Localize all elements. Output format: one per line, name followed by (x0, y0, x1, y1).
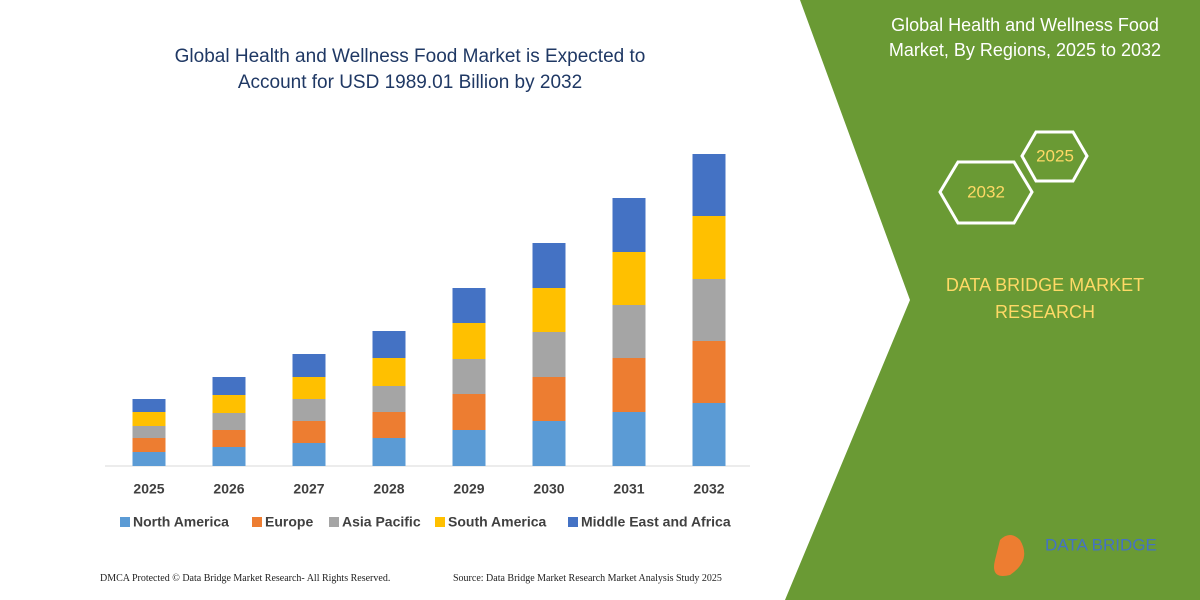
bar-segment (372, 386, 406, 412)
x-tick-label: 2026 (213, 481, 244, 497)
legend-swatch (435, 517, 445, 527)
bar-segment (292, 354, 326, 377)
bar-segment (692, 154, 726, 216)
legend-label: Middle East and Africa (581, 514, 731, 530)
x-tick-label: 2028 (373, 481, 404, 497)
bar-segment (452, 430, 486, 466)
bar-segment (372, 358, 406, 386)
legend-swatch (252, 517, 262, 527)
bar-segment (532, 421, 566, 466)
legend-label: South America (448, 514, 546, 530)
bar-segment (612, 412, 646, 466)
bar-segment (372, 331, 406, 358)
bar-segment (452, 323, 486, 359)
bar-segment (132, 426, 166, 438)
footer-right: Source: Data Bridge Market Research Mark… (453, 573, 722, 584)
x-tick-label: 2031 (613, 481, 644, 497)
x-tick-label: 2025 (133, 481, 164, 497)
legend-swatch (120, 517, 130, 527)
bar-segment (292, 377, 326, 399)
bar-segment (612, 252, 646, 305)
legend-label: Asia Pacific (342, 514, 421, 530)
x-tick-label: 2027 (293, 481, 324, 497)
bar-segment (372, 412, 406, 438)
x-tick-label: 2030 (533, 481, 564, 497)
bar-segment (212, 377, 246, 395)
bar-segment (212, 413, 246, 430)
legend-swatch (568, 517, 578, 527)
bar-segment (612, 198, 646, 252)
bar-segment (212, 430, 246, 447)
bar-segment (612, 358, 646, 412)
bar-segment (292, 443, 326, 466)
bar-segment (692, 341, 726, 403)
brand: DATA BRIDGE MARKET RESEARCH (945, 275, 1145, 322)
side-panel (785, 0, 1200, 600)
bar-segment (212, 447, 246, 466)
bar-segment (532, 288, 566, 332)
hex-label: 2032 (967, 182, 1005, 201)
bar-segment (692, 279, 726, 341)
bar-segment (452, 359, 486, 394)
chart-title: Global Health and Wellness Food Market i… (174, 46, 646, 93)
bar-segment (612, 305, 646, 358)
bar-segment (212, 395, 246, 413)
legend-swatch (329, 517, 339, 527)
legend-label: North America (133, 514, 229, 530)
bar-segment (132, 452, 166, 466)
legend-label: Europe (265, 514, 313, 530)
bar-segment (532, 332, 566, 377)
bar-segment (292, 421, 326, 443)
bar-segment (132, 399, 166, 412)
x-tick-label: 2032 (693, 481, 724, 497)
bar-segment (292, 399, 326, 421)
bar-segment (692, 403, 726, 466)
footer-left: DMCA Protected © Data Bridge Market Rese… (100, 573, 391, 584)
bar-segment (532, 243, 566, 288)
logo-text: DATA BRIDGE (1045, 535, 1157, 554)
bar-segment (452, 394, 486, 430)
panel-title: Global Health and Wellness Food Market, … (888, 15, 1162, 60)
logo-icon (994, 535, 1025, 576)
hexagon (938, 160, 1034, 225)
bar-segment (372, 438, 406, 466)
bar-segment (132, 438, 166, 452)
bar-segment (132, 412, 166, 426)
x-tick-label: 2029 (453, 481, 484, 497)
bar-segment (532, 377, 566, 421)
hex-label: 2025 (1036, 146, 1074, 165)
bar-segment (452, 288, 486, 323)
bar-segment (692, 216, 726, 279)
hexagon (1020, 130, 1089, 183)
